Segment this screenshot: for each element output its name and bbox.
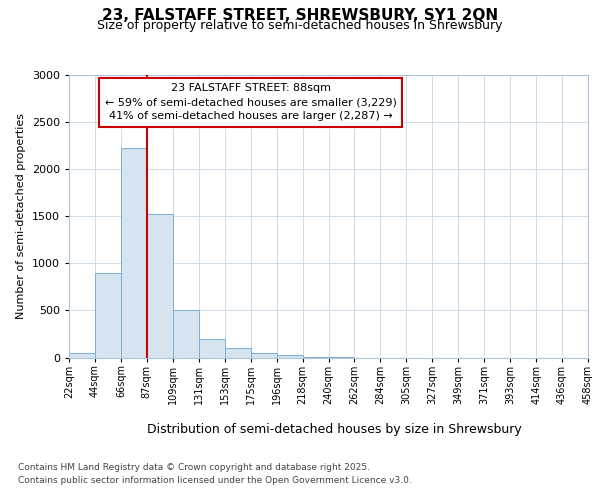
Bar [199, 338, 224, 357]
Text: Contains public sector information licensed under the Open Government Licence v3: Contains public sector information licen… [18, 476, 412, 485]
Bar [173, 310, 199, 358]
Text: Size of property relative to semi-detached houses in Shrewsbury: Size of property relative to semi-detach… [97, 19, 503, 32]
Bar [147, 214, 173, 358]
Text: 23 FALSTAFF STREET: 88sqm
← 59% of semi-detached houses are smaller (3,229)
41% : 23 FALSTAFF STREET: 88sqm ← 59% of semi-… [105, 84, 397, 122]
Bar [251, 353, 277, 358]
Text: Distribution of semi-detached houses by size in Shrewsbury: Distribution of semi-detached houses by … [147, 422, 521, 436]
Bar [121, 148, 147, 358]
Y-axis label: Number of semi-detached properties: Number of semi-detached properties [16, 114, 26, 320]
Bar [95, 273, 121, 357]
Bar [277, 354, 302, 358]
Text: 23, FALSTAFF STREET, SHREWSBURY, SY1 2QN: 23, FALSTAFF STREET, SHREWSBURY, SY1 2QN [102, 8, 498, 22]
Bar [69, 353, 95, 358]
Text: Contains HM Land Registry data © Crown copyright and database right 2025.: Contains HM Land Registry data © Crown c… [18, 462, 370, 471]
Bar [225, 348, 251, 358]
